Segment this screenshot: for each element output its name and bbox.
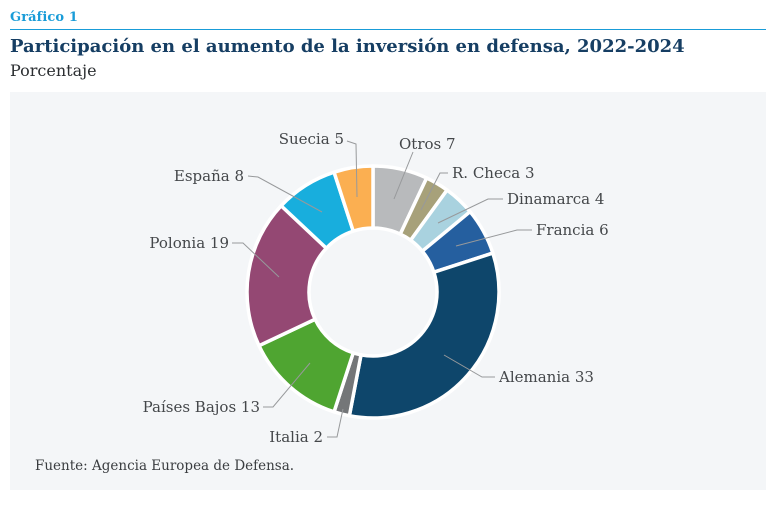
slice-label-francia: Francia 6 [536,221,609,239]
chart-panel: Otros 7 R. Checa 3 Dinamarca 4 Francia 6 Ale… [10,92,766,490]
slice-label-otros: Otros 7 [399,135,456,153]
chart-subtitle: Porcentaje [10,61,97,80]
figure-kicker: Gráfico 1 [10,10,78,25]
slice-label-polonia: Polonia 19 [149,234,229,252]
leader-line-espana [247,175,323,213]
chart-title: Participación en el aumento de la invers… [10,36,685,57]
leader-line-paises-bajos [263,362,311,408]
leader-line-dinamarca [437,198,503,224]
leader-line-polonia [232,242,280,278]
leader-line-alemania [443,354,495,378]
slice-label-paises-bajos: Países Bajos 13 [143,398,260,416]
donut-chart: Otros 7 R. Checa 3 Dinamarca 4 Francia 6 Ale… [143,130,609,446]
leader-line-francia [455,229,532,247]
slice-label-suecia: Suecia 5 [279,130,344,148]
pie-slice-suecia [332,164,375,233]
pie-slice-polonia [245,204,329,348]
leader-line-suecia [346,140,358,198]
slice-label-alemania: Alemania 33 [498,368,594,386]
pie-slice-alemania [347,251,501,420]
slice-label-italia: Italia 2 [269,428,323,446]
slice-label-dinamarca: Dinamarca 4 [507,190,604,208]
slice-label-espana: España 8 [174,167,244,185]
source-note: Fuente: Agencia Europea de Defensa. [35,458,295,474]
header-rule [10,29,766,30]
leader-line-otros [393,151,414,200]
slice-label-r-checa: R. Checa 3 [452,164,535,182]
leader-line-italia [327,408,344,438]
leader-line-r-checa [420,172,448,211]
